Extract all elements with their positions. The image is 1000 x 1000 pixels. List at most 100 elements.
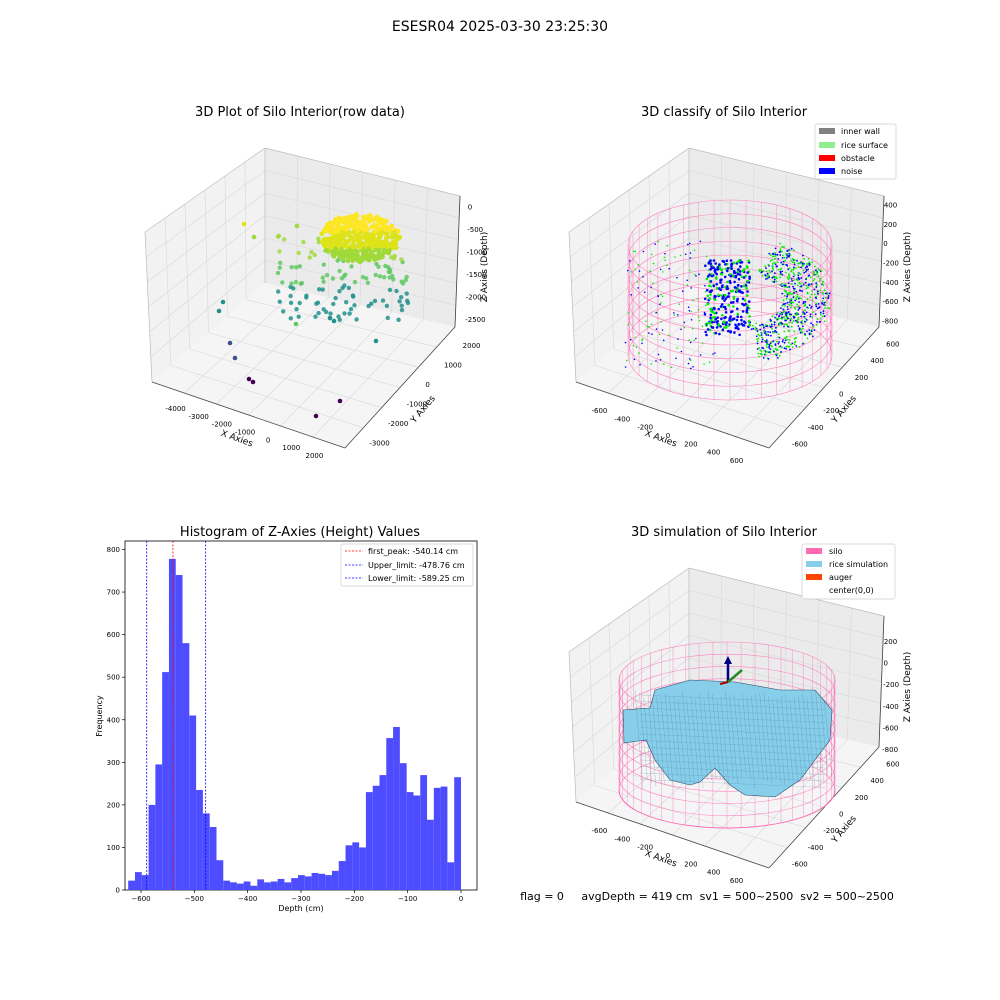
data-point: [358, 226, 363, 231]
class-point: [771, 280, 774, 283]
class-point: [769, 271, 772, 274]
class-point: [787, 341, 790, 344]
class-point: [756, 330, 759, 332]
histogram-bar: [270, 881, 278, 890]
data-point: [352, 226, 357, 231]
class-point: [715, 283, 718, 286]
class-point: [771, 265, 774, 268]
class-point: [791, 322, 793, 324]
class-point: [800, 297, 802, 300]
data-point: [337, 398, 343, 404]
data-point: [320, 239, 326, 245]
data-point: [352, 279, 358, 285]
data-point: [344, 300, 349, 305]
class-point: [704, 264, 707, 268]
x-axis-line: [151, 381, 346, 449]
class-point: [699, 354, 702, 356]
surface-mesh-line: [639, 779, 826, 788]
class-point: [773, 321, 776, 324]
box-edge: [568, 147, 690, 233]
data-point: [349, 234, 355, 240]
class-point: [790, 317, 793, 320]
data-point: [313, 314, 318, 319]
class-point: [703, 363, 705, 365]
class-point: [714, 308, 716, 311]
class-point: [744, 274, 748, 278]
y-tick-label: 300: [107, 759, 120, 767]
class-point: [663, 363, 665, 365]
class-point: [634, 250, 637, 253]
class-point: [688, 309, 691, 312]
data-point: [341, 274, 347, 279]
class-point: [786, 292, 788, 295]
classify-yticks: -600 -400 -2000 200 400 600: [792, 340, 900, 448]
class-point: [690, 367, 692, 370]
class-point: [801, 320, 803, 322]
data-point: [328, 245, 334, 251]
data-point: [350, 242, 356, 248]
class-point: [703, 311, 706, 314]
class-point: [790, 247, 793, 250]
histogram-bar: [379, 775, 387, 890]
class-point: [697, 309, 700, 311]
simulation-zlabel: Z Axies (Depth): [903, 652, 913, 723]
data-point: [394, 237, 400, 242]
surface-mesh-line: [686, 699, 695, 786]
class-point: [792, 285, 794, 288]
histogram-bar: [264, 882, 271, 890]
data-point: [393, 241, 399, 247]
class-point: [781, 273, 784, 276]
class-point: [808, 261, 811, 263]
surface-mesh-line: [785, 694, 794, 786]
data-point: [365, 280, 371, 285]
class-point: [784, 259, 787, 262]
data-point: [353, 252, 358, 257]
surface-mesh-line: [634, 689, 644, 789]
simulation-auger: [719, 656, 743, 685]
class-point: [657, 241, 659, 243]
y-tick-label: 600: [886, 340, 899, 348]
histogram-bar: [284, 882, 292, 890]
class-point: [799, 273, 802, 276]
class-point: [805, 278, 807, 281]
class-point: [804, 266, 807, 269]
class-point: [774, 255, 776, 258]
class-point: [696, 298, 699, 300]
data-point: [275, 270, 281, 276]
class-point: [770, 319, 772, 322]
surface-mesh-line: [763, 693, 773, 784]
class-point: [810, 305, 813, 308]
x-tick-label: 0: [666, 852, 670, 860]
class-point: [759, 324, 761, 327]
data-point: [330, 276, 336, 281]
class-point: [771, 258, 774, 261]
surface-mesh-line: [639, 772, 826, 782]
class-point: [783, 316, 785, 318]
class-point: [680, 328, 682, 331]
z-tick-label: -200: [883, 260, 899, 268]
histogram-reference-lines: [146, 541, 207, 890]
data-point: [337, 268, 342, 274]
class-point: [650, 286, 652, 289]
data-point: [345, 248, 351, 254]
class-point: [786, 345, 789, 348]
class-point: [790, 343, 792, 346]
class-point: [778, 354, 781, 357]
class-point: [746, 294, 749, 297]
data-point: [276, 233, 282, 238]
surface-mesh-line: [824, 699, 833, 779]
data-point: [351, 294, 356, 299]
figure-suptitle: ESESR04 2025-03-30 23:25:30: [392, 19, 608, 35]
surface-mesh-line: [815, 690, 824, 782]
class-point: [634, 268, 637, 271]
z-tick-label: -600: [883, 725, 899, 733]
class-point: [661, 295, 664, 298]
class-point: [721, 297, 724, 300]
class-point: [670, 366, 673, 369]
class-point: [824, 307, 826, 309]
data-point: [323, 225, 329, 230]
class-point: [784, 319, 787, 322]
gridline: [569, 590, 690, 678]
class-point: [786, 324, 789, 327]
class-point: [778, 314, 781, 317]
